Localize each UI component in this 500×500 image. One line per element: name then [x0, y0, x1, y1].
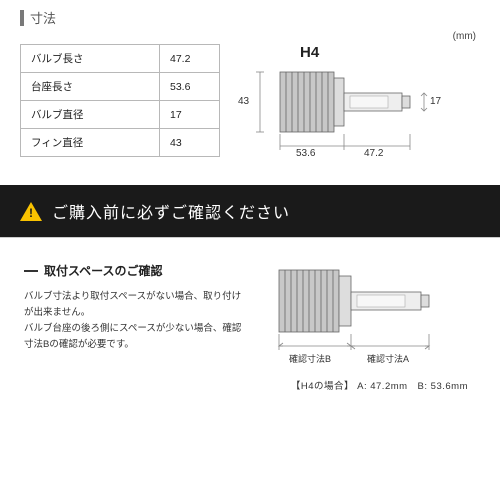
- sub-heading-text: 取付スペースのご確認: [44, 262, 163, 279]
- dim-bulb-dia: 17: [430, 96, 441, 107]
- warning-icon: [20, 202, 42, 221]
- conf-bulb-svg: [261, 262, 476, 362]
- bulb-diagram: H4: [230, 44, 480, 159]
- conf-label-a: 確認寸法A: [367, 352, 409, 365]
- header-title: 寸法: [30, 8, 56, 27]
- lower-text-block: 取付スペースのご確認 バルブ寸法より取付スペースがない場合、取り付けが出来ません…: [24, 262, 245, 392]
- warning-band: ご購入前に必ずご確認ください: [0, 185, 500, 238]
- header-accent-bar: [20, 10, 24, 26]
- spec-value: 47.2: [160, 45, 220, 73]
- confirmation-diagram: 確認寸法B 確認寸法A: [261, 262, 476, 372]
- spec-value: 43: [160, 129, 220, 157]
- unit-label: (mm): [0, 31, 500, 44]
- body-para-2: バルブ台座の後ろ側にスペースが少ない場合、確認寸法Bの確認が必要です。: [24, 321, 245, 353]
- confirmation-diagram-block: 確認寸法B 確認寸法A 【H4の場合】 A: 47.2mm B: 53.6mm: [261, 262, 476, 392]
- table-row: フィン直径 43: [21, 129, 220, 157]
- spec-table: バルブ長さ 47.2 台座長さ 53.6 バルブ直径 17 フィン直径 43: [20, 44, 220, 157]
- model-label: H4: [300, 44, 319, 61]
- top-content-row: バルブ長さ 47.2 台座長さ 53.6 バルブ直径 17 フィン直径 43 H…: [0, 44, 500, 159]
- dim-fin-dia: 43: [238, 96, 249, 107]
- dim-bulb-len: 47.2: [364, 148, 383, 159]
- bulb-svg: [230, 60, 460, 155]
- example-note: 【H4の場合】 A: 47.2mm B: 53.6mm: [261, 378, 476, 392]
- sub-heading: 取付スペースのご確認: [24, 262, 245, 279]
- warning-text: ご購入前に必ずご確認ください: [52, 199, 290, 223]
- body-para-1: バルブ寸法より取付スペースがない場合、取り付けが出来ません。: [24, 289, 245, 321]
- spec-value: 53.6: [160, 73, 220, 101]
- example-text: 【H4の場合】 A: 47.2mm B: 53.6mm: [291, 381, 468, 392]
- spec-label: フィン直径: [21, 129, 160, 157]
- lower-section: 取付スペースのご確認 バルブ寸法より取付スペースがない場合、取り付けが出来ません…: [0, 238, 500, 392]
- spec-label: バルブ長さ: [21, 45, 160, 73]
- heading-dash-icon: [24, 270, 38, 272]
- spec-label: 台座長さ: [21, 73, 160, 101]
- table-row: バルブ長さ 47.2: [21, 45, 220, 73]
- table-row: 台座長さ 53.6: [21, 73, 220, 101]
- conf-label-b: 確認寸法B: [289, 352, 331, 365]
- dimensions-header: 寸法: [0, 0, 500, 31]
- spec-value: 17: [160, 101, 220, 129]
- table-row: バルブ直径 17: [21, 101, 220, 129]
- dim-base-len: 53.6: [296, 148, 315, 159]
- spec-label: バルブ直径: [21, 101, 160, 129]
